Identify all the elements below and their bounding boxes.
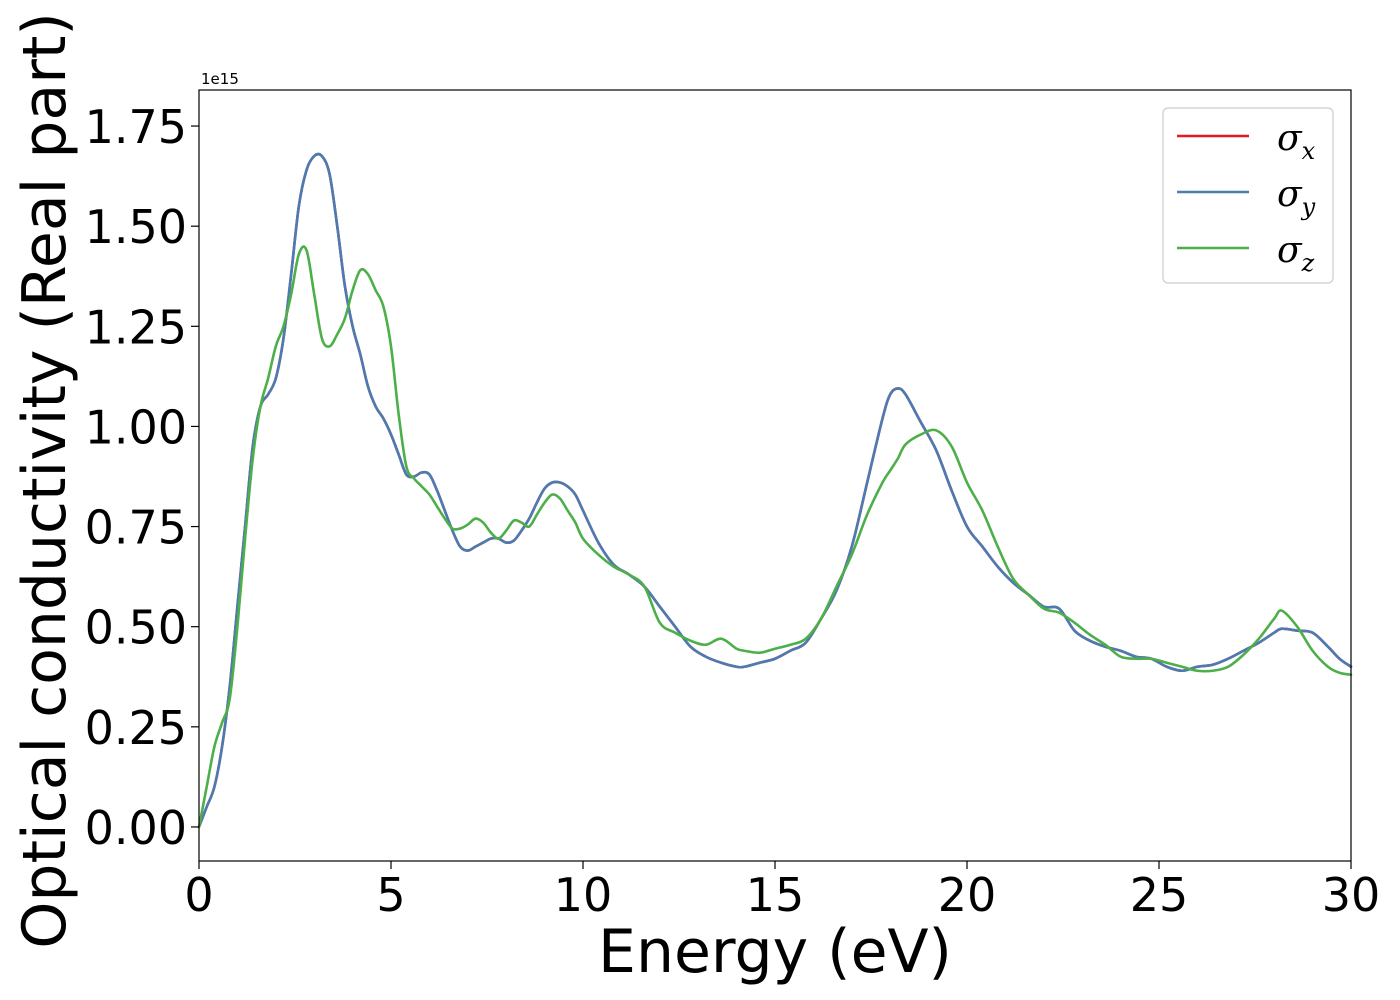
legend-entry: σz [1177,230,1315,277]
y-axis-label: Optical conductivity (Real part) [10,12,80,949]
y-tick-label: 0.00 [85,801,187,855]
y-tick-label: 0.75 [85,501,187,555]
legend-label: σz [1277,230,1315,277]
legend-entry: σx [1177,118,1316,165]
y-tick-label: 1.00 [85,400,187,454]
legend-entry: σy [1177,174,1316,221]
y-axis: 0.00 0.25 0.50 0.75 1.00 1.25 1.50 1.75 [85,100,199,855]
x-tick-label: 30 [1322,868,1381,922]
y-axis-offset-label: 1e15 [201,70,239,88]
x-tick-label: 5 [376,868,405,922]
legend-box [1162,107,1334,284]
x-axis: 0 5 10 15 20 25 30 [184,861,1380,922]
y-tick-label: 1.75 [85,100,187,154]
x-tick-label: 10 [554,868,613,922]
y-tick-label: 0.25 [85,701,187,755]
x-tick-label: 0 [184,868,213,922]
x-tick-label: 20 [938,868,997,922]
series-line-z [197,245,1353,829]
legend-label: σx [1277,118,1316,165]
y-tick-label: 1.25 [85,300,187,354]
legend: σx σy σz [1162,107,1334,284]
series-layer [197,152,1353,829]
x-axis-label: Energy (eV) [598,917,952,987]
series-line-y [197,152,1353,829]
x-tick-label: 25 [1130,868,1189,922]
y-tick-label: 0.50 [85,601,187,655]
y-tick-label: 1.50 [85,200,187,254]
x-tick-label: 15 [746,868,805,922]
legend-label: σy [1277,174,1316,221]
